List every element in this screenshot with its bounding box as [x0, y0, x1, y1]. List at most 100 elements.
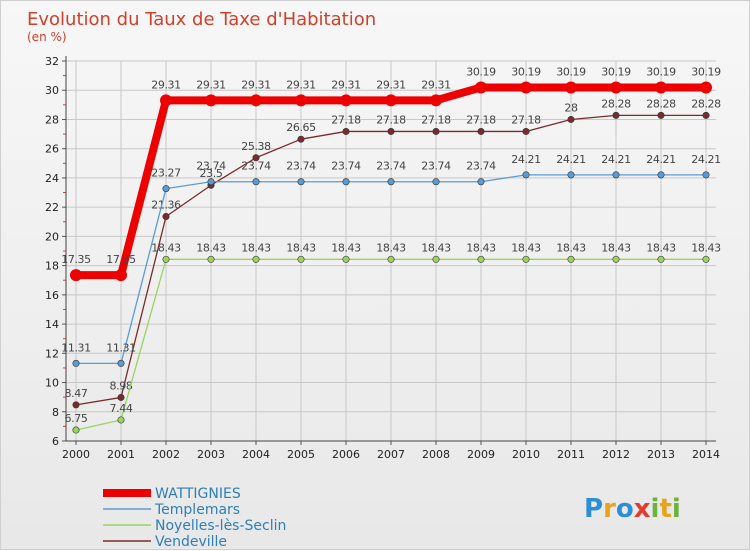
data-label: 29.31 [421, 78, 451, 91]
x-tick-label: 2014 [692, 448, 720, 461]
data-point [117, 416, 125, 424]
data-label: 18.43 [511, 241, 541, 254]
x-tick-label: 2001 [107, 448, 135, 461]
data-label: 21.36 [151, 199, 181, 212]
brand-letter: P [584, 494, 603, 524]
legend-item: WATTIGNIES [103, 486, 241, 502]
data-label: 24.21 [646, 153, 676, 166]
data-label: 27.18 [466, 113, 496, 126]
y-tick-label: 14 [45, 318, 59, 331]
y-tick-label: 28 [45, 113, 59, 126]
y-tick-label: 16 [45, 289, 59, 302]
data-label: 25.38 [241, 140, 271, 153]
data-label: 18.43 [196, 241, 226, 254]
data-point [207, 255, 215, 263]
data-point [567, 115, 575, 123]
data-label: 28.28 [691, 97, 721, 110]
data-point [297, 255, 305, 263]
data-point [612, 111, 620, 119]
data-point [432, 255, 440, 263]
data-label: 8.47 [65, 387, 88, 400]
data-label: 17.35 [106, 253, 136, 266]
data-point [252, 154, 260, 162]
data-point [70, 269, 82, 282]
data-label: 29.31 [151, 78, 181, 91]
series-noyelles-l-s-seclin: 6.75 7.44 18.43 18.43 18.43 18.43 18.43 18.43 18… [65, 241, 722, 434]
x-tick-label: 2007 [377, 448, 405, 461]
data-label: 30.19 [646, 65, 676, 78]
y-tick-label: 8 [52, 406, 59, 419]
data-label: 27.18 [376, 113, 406, 126]
data-label: 6.75 [65, 412, 88, 425]
y-tick-label: 26 [45, 143, 59, 156]
y-tick-label: 32 [45, 55, 59, 68]
data-point [567, 171, 575, 179]
data-label: 18.43 [331, 241, 361, 254]
data-label: 30.19 [511, 65, 541, 78]
data-label: 7.44 [110, 402, 133, 415]
data-label: 23.27 [151, 167, 181, 180]
data-label: 28.28 [601, 97, 631, 110]
legend: WATTIGNIESTemplemarsNoyelles-lès-SeclinV… [103, 486, 286, 550]
data-label: 24.21 [601, 153, 631, 166]
x-tick-label: 2006 [332, 448, 360, 461]
data-point [252, 255, 260, 263]
legend-label: Templemars [154, 502, 240, 518]
brand-letter: i [672, 494, 681, 524]
data-point [657, 111, 665, 119]
data-point [567, 255, 575, 263]
data-label: 18.43 [556, 241, 586, 254]
data-label: 27.18 [511, 113, 541, 126]
data-label: 18.43 [241, 241, 271, 254]
y-tick-label: 10 [45, 377, 59, 390]
data-point [342, 178, 350, 186]
data-label: 23.74 [196, 160, 226, 173]
data-label: 18.43 [151, 241, 181, 254]
data-label: 18.43 [376, 241, 406, 254]
data-point [475, 81, 487, 94]
data-point [520, 81, 532, 94]
brand-letter: x [634, 494, 651, 524]
brand-letter: o [616, 494, 634, 524]
data-label: 24.21 [691, 153, 721, 166]
y-tick-label: 24 [45, 172, 59, 185]
data-point [387, 178, 395, 186]
x-tick-label: 2008 [422, 448, 450, 461]
x-tick-label: 2013 [647, 448, 675, 461]
data-point [117, 359, 125, 367]
data-label: 24.21 [511, 153, 541, 166]
data-label: 30.19 [556, 65, 586, 78]
legend-item: Templemars [103, 502, 240, 518]
chart-subtitle: (en %) [27, 30, 67, 44]
data-label: 23.74 [421, 160, 451, 173]
data-label: 29.31 [196, 78, 226, 91]
data-point [477, 255, 485, 263]
data-label: 24.21 [556, 153, 586, 166]
data-point [295, 94, 307, 107]
data-point [387, 127, 395, 135]
data-label: 28 [564, 101, 578, 114]
data-label: 18.43 [691, 241, 721, 254]
data-label: 8.98 [110, 379, 133, 392]
brand-letter: r [603, 494, 616, 524]
x-tick-label: 2003 [197, 448, 225, 461]
data-label: 18.43 [601, 241, 631, 254]
y-tick-label: 18 [45, 260, 59, 273]
data-point [72, 359, 80, 367]
data-point [702, 111, 710, 119]
data-point [252, 178, 260, 186]
data-point [432, 127, 440, 135]
y-tick-label: 6 [52, 435, 59, 448]
data-point [522, 171, 530, 179]
x-tick-label: 2009 [467, 448, 495, 461]
data-point [387, 255, 395, 263]
data-point [207, 178, 215, 186]
data-label: 30.19 [466, 65, 496, 78]
data-label: 30.19 [601, 65, 631, 78]
data-point [72, 401, 80, 409]
series-wattignies: 17.35 17.35 29.31 29.31 29.31 29.31 29.31 29.31… [61, 65, 722, 282]
series-templemars: 11.31 11.31 23.27 23.74 23.74 23.74 23.74 23.74… [61, 153, 721, 367]
data-point [162, 213, 170, 221]
